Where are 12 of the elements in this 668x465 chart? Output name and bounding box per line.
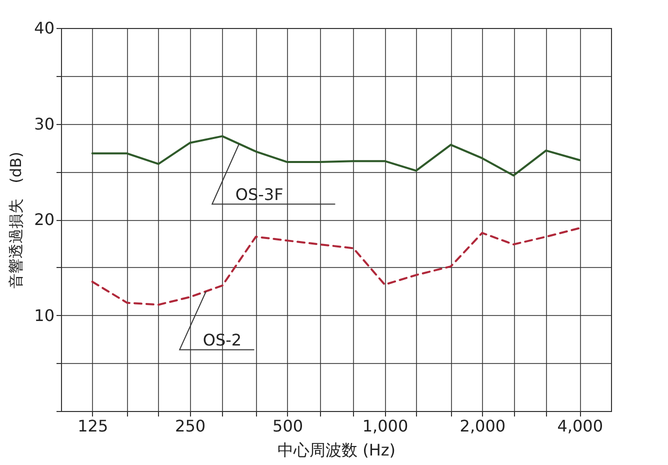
y-tick-label: 20 [34, 210, 54, 229]
x-tick-label: 1,000 [362, 416, 408, 436]
y-tick-label: 30 [34, 114, 54, 134]
x-tick-label: 125 [78, 416, 108, 436]
y-tick-label: 10 [34, 306, 54, 325]
y-tick-label: 40 [34, 18, 54, 38]
x-tick-label: 4,000 [557, 416, 604, 436]
y-axis-title: 音響透過損失 (dB) [7, 152, 26, 288]
x-axis-title: 中心周波数 (Hz) [278, 440, 396, 460]
x-tick-label: 250 [175, 416, 206, 436]
x-tick-label: 500 [272, 416, 304, 436]
x-tick-label: 2,000 [460, 416, 506, 436]
